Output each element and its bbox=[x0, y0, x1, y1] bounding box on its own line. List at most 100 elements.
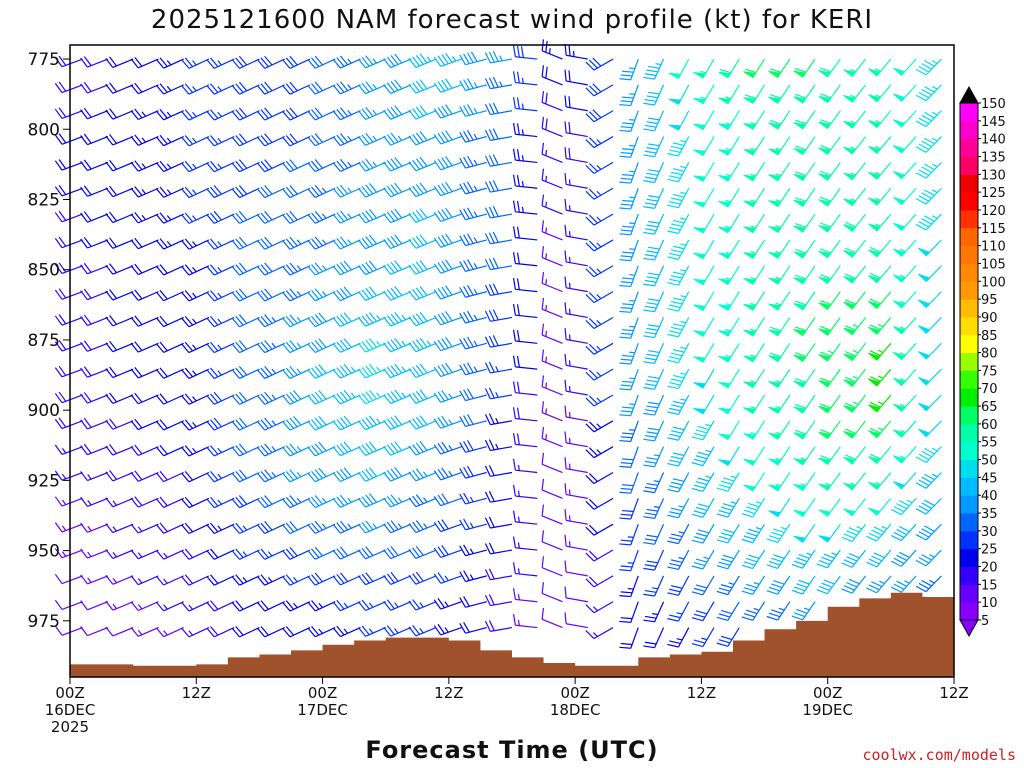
barb-pennant bbox=[868, 223, 881, 232]
barb-flag bbox=[437, 572, 446, 583]
barb-flag bbox=[155, 239, 165, 250]
barb-flag bbox=[307, 498, 316, 508]
barb-flag bbox=[516, 304, 520, 316]
barb-pennant bbox=[892, 67, 906, 76]
barb-flag bbox=[231, 110, 240, 121]
barb-flag bbox=[256, 59, 266, 69]
barb-flag bbox=[109, 470, 117, 480]
barb-flag bbox=[437, 210, 446, 221]
barb-flag bbox=[264, 417, 273, 428]
barb-half-flag bbox=[725, 328, 732, 332]
barb-flag bbox=[285, 109, 295, 119]
barb-staff bbox=[415, 291, 437, 301]
barb-flag bbox=[643, 180, 655, 184]
wind-barb bbox=[718, 394, 740, 415]
barb-half-flag bbox=[806, 552, 812, 556]
wind-barb bbox=[130, 341, 159, 353]
barb-flag bbox=[718, 484, 731, 489]
barb-staff bbox=[415, 187, 437, 198]
barb-flag bbox=[260, 264, 269, 274]
barb-flag bbox=[368, 234, 378, 245]
barb-flag bbox=[264, 314, 273, 324]
barb-flag bbox=[437, 339, 446, 350]
barb-flag bbox=[441, 234, 449, 245]
barb-flag bbox=[289, 236, 298, 247]
barb-flag bbox=[644, 305, 657, 309]
wind-barb bbox=[54, 288, 83, 300]
barb-flag bbox=[58, 210, 67, 221]
barb-flag bbox=[256, 162, 266, 173]
barb-half-flag bbox=[517, 619, 520, 626]
wind-barb bbox=[619, 317, 639, 339]
wind-barb bbox=[484, 361, 513, 374]
barb-staff bbox=[390, 471, 412, 482]
wind-barb bbox=[357, 625, 386, 637]
wind-barb bbox=[892, 342, 917, 361]
barb-flag bbox=[54, 341, 63, 352]
barb-half-flag bbox=[680, 372, 687, 376]
wind-barb bbox=[181, 212, 210, 224]
wind-barb bbox=[105, 574, 134, 585]
wind-barb bbox=[383, 337, 412, 353]
wind-barb bbox=[155, 496, 184, 509]
barb-staff bbox=[163, 497, 184, 509]
barb-flag bbox=[695, 610, 708, 615]
barb-flag bbox=[890, 560, 902, 567]
barb-staff bbox=[515, 392, 538, 396]
wind-barb bbox=[80, 340, 109, 352]
barb-flag bbox=[357, 291, 367, 301]
barb-flag bbox=[588, 292, 598, 302]
wind-barb bbox=[843, 58, 867, 77]
barb-flag bbox=[620, 565, 633, 568]
barb-half-flag bbox=[775, 276, 782, 280]
barb-staff bbox=[541, 334, 563, 344]
barb-flag bbox=[568, 70, 571, 82]
barb-flag bbox=[488, 258, 495, 270]
barb-flag bbox=[361, 108, 370, 119]
barb-flag bbox=[693, 432, 706, 437]
barb-flag bbox=[821, 582, 833, 588]
barb-flag bbox=[282, 421, 291, 431]
wind-barb bbox=[231, 133, 260, 147]
barb-half-flag bbox=[680, 346, 687, 350]
barb-flag bbox=[667, 618, 679, 622]
barb-flag bbox=[231, 343, 240, 353]
barb-half-flag bbox=[296, 472, 302, 478]
barb-flag bbox=[408, 161, 417, 172]
barb-pennant bbox=[843, 379, 856, 388]
barb-half-flag bbox=[61, 525, 67, 531]
barb-flag bbox=[619, 439, 631, 443]
wind-barb bbox=[383, 389, 412, 405]
wind-barb bbox=[256, 314, 285, 328]
colorbar-swatch bbox=[960, 495, 978, 514]
barb-flag bbox=[109, 263, 117, 274]
barb-flag bbox=[206, 317, 215, 328]
barb-flag bbox=[620, 642, 633, 646]
barb-staff bbox=[415, 601, 437, 611]
barb-half-flag bbox=[568, 308, 571, 315]
barb-flag bbox=[282, 265, 291, 276]
wind-barb bbox=[892, 162, 917, 180]
wind-barb bbox=[80, 262, 109, 275]
wind-barb bbox=[231, 55, 260, 69]
barb-flag bbox=[921, 114, 932, 122]
barb-flag bbox=[644, 409, 657, 413]
barb-flag bbox=[155, 575, 165, 586]
barb-flag bbox=[869, 453, 881, 460]
barb-flag bbox=[311, 315, 320, 326]
barb-staff bbox=[566, 261, 588, 267]
barb-flag bbox=[311, 445, 320, 455]
barb-flag bbox=[769, 326, 782, 332]
barb-flag bbox=[622, 225, 634, 228]
barb-flag bbox=[264, 133, 273, 143]
barb-flag bbox=[670, 197, 683, 202]
wind-barb bbox=[181, 238, 210, 250]
colorbar-swatch bbox=[960, 388, 978, 407]
barb-flag bbox=[619, 233, 631, 236]
barb-pennant bbox=[768, 200, 782, 208]
wind-barb bbox=[741, 549, 766, 570]
wind-barb bbox=[512, 458, 538, 474]
wind-barb bbox=[868, 497, 892, 516]
barb-flag bbox=[311, 522, 320, 533]
barb-staff bbox=[188, 575, 210, 586]
